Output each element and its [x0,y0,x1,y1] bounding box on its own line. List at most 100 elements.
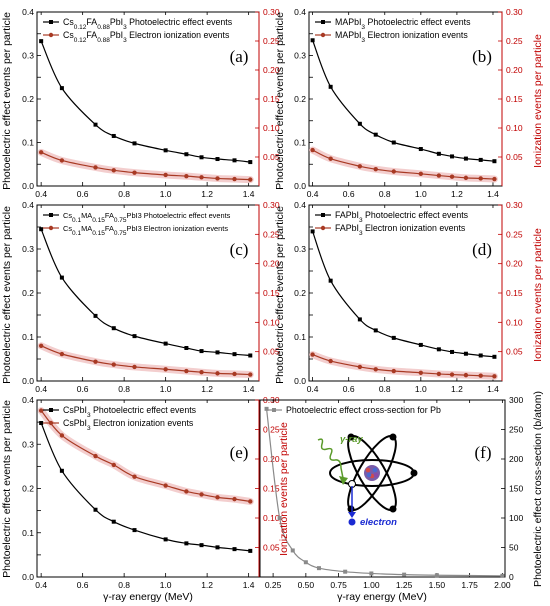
data-point [310,147,315,153]
panel-label: (e) [230,443,249,462]
data-point [373,132,378,137]
y-tick-label-left: 0.3 [22,439,34,449]
ejected-electron [348,518,356,526]
x-tick-label: 0.6 [77,580,89,590]
x-tick-label: 1.2 [201,580,213,590]
x-tick-label: 1.4 [243,384,255,394]
data-point [449,372,455,377]
y-tick-label-left: 0.1 [294,138,306,148]
x-tick-label: 1.4 [243,580,255,590]
nucleus-icon [364,465,380,481]
data-point [316,566,321,571]
data-point [310,352,315,357]
legend-swatch-marker [48,225,54,231]
data-point [290,548,295,553]
legend-text-part: 0.12 [74,37,87,44]
x-tick-label: 0.6 [343,189,355,199]
data-point [215,495,220,500]
series-line [312,40,495,162]
data-point [310,38,315,43]
nucleon [365,467,371,473]
data-point [357,121,362,126]
legend-label: MAPbI3 Electron ionization events [335,30,468,44]
y-axis-title-right: Ionization events per particle [532,34,544,168]
x-axis-title: γ-ray energy (MeV) [103,591,193,603]
legend-label: Cs0.1MA0.15FA0.75PbI3 Photoelectric effe… [63,211,231,224]
legend-text-part: 0.12 [74,24,87,31]
y-axis-title-left: Photoelectric effect events per particle [274,206,286,384]
y-tick-label-left: 0.4 [294,7,306,17]
data-point [132,474,137,479]
x-tick-label: 0.4 [307,189,319,199]
legend-label: Cs0.1MA0.15FA0.75PbI3 Electron ionizatio… [63,224,228,237]
y-tick-label-left: 0.2 [294,94,306,104]
legend-text-part: Cs [63,211,72,220]
data-point [38,408,44,413]
y-tick-label-left: 0.2 [22,484,34,494]
x-tick-label: 1.0 [415,189,427,199]
data-point [418,171,424,177]
x-tick-label: 1.0 [415,384,427,394]
legend-text-part: FA [105,224,114,233]
panel-label: (a) [230,47,249,66]
y-tick-label-right: 0.05 [263,543,280,553]
legend-label: Cs0.12FA0.88PbI3 Electron ionization eve… [63,30,230,44]
data-point [163,483,168,488]
legend-text-part: Cs [63,30,74,40]
x-tick-label: 0.8 [379,189,391,199]
data-point [38,150,44,155]
legend-label: CsPbI3 Photoelectric effect events [63,405,197,419]
x-tick-label: 0.6 [343,384,355,394]
nucleon [366,472,372,478]
panel-label: (f) [475,443,492,462]
y-tick-label-right: 0.30 [263,7,280,17]
orbital-electron [389,505,397,513]
y-tick-label-right: 0.20 [506,65,523,75]
legend-text-part: 0.88 [97,37,110,44]
x-tick-label: 0.8 [118,580,130,590]
y-tick-label-left: 0.3 [294,244,306,254]
data-point [328,156,333,161]
data-point [264,406,269,411]
x-tick-label: 1.4 [487,384,499,394]
data-point [436,371,442,377]
data-point [199,543,204,548]
data-point [59,275,64,280]
legend-swatch-marker [272,408,276,412]
data-point [232,371,237,377]
panel-e: 0.4 0.6 0.8 1.0 1.2 1.4 0.0 0.1 0.2 0.3 0.4 0.05 0.1… [22,395,280,590]
photon-arrow-icon [317,438,344,479]
data-point [478,353,483,358]
data-point [436,151,441,156]
data-point [248,548,253,553]
legend-swatch-marker [49,408,53,412]
data-point [463,351,468,356]
legend-text-part: Electron ionization events [91,418,194,428]
x-axis-title: γ-ray energy (MeV) [337,591,427,603]
x-tick-label: 1.2 [451,384,463,394]
data-point [163,341,168,346]
data-point [373,166,378,172]
panel-label: (d) [472,240,492,259]
legend-text-part: 0.75 [114,217,127,224]
legend-text-part: 3 [359,217,363,224]
data-point [418,370,424,375]
data-point [199,370,204,375]
legend-text-part: PbI3 Electron ionization events [127,224,229,233]
legend-label: Photoelectric effect cross-section for P… [286,405,441,415]
data-point [463,372,469,378]
data-point [418,342,423,347]
y-tick-label-right: 100 [509,513,523,523]
data-point [463,175,469,181]
data-point [93,165,98,170]
data-point [93,359,98,364]
x-tick-label: 1.2 [201,384,213,394]
data-point [59,468,64,473]
y-tick-label-left: 0.4 [22,200,34,210]
legend-text-part: FA [86,17,97,27]
series-band [309,146,498,183]
y-tick-label-left: 0.1 [22,138,34,148]
data-point [450,154,455,159]
legend-text-part: PbI [110,30,123,40]
data-point [369,571,374,576]
